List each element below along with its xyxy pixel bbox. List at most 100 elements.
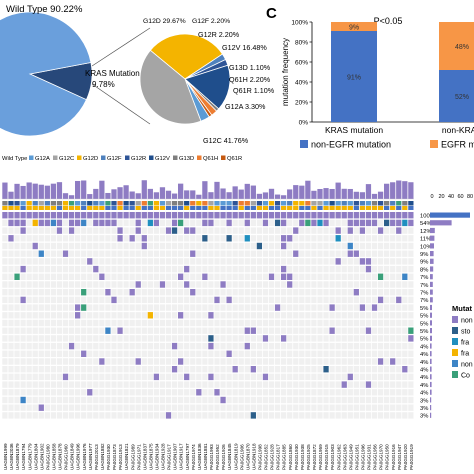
oncoprint-cell [317, 358, 323, 365]
oncoprint-sample-id: UAGBN1845 [227, 443, 232, 470]
oncoprint-cell [274, 265, 281, 273]
oncoprint-annotation-cell [232, 201, 238, 206]
oncoprint-mutation-cell [105, 327, 111, 334]
oncoprint-cell [268, 327, 275, 334]
oncoprint-annotation-cell [32, 201, 38, 206]
oncoprint-cell [26, 265, 32, 273]
oncoprint-cell [305, 389, 311, 396]
oncoprint-cell [208, 404, 214, 411]
oncoprint-cell [226, 281, 232, 288]
oncoprint-cell [202, 335, 208, 342]
oncoprint-cell [93, 281, 99, 288]
oncoprint-cell [365, 242, 372, 250]
oncoprint-cell [44, 250, 50, 257]
oncoprint-cell [371, 289, 378, 296]
oncoprint-sample-id: UAGBN1878 [58, 443, 63, 470]
oncoprint-cell [32, 335, 38, 342]
oncoprint-cell [62, 358, 69, 365]
oncoprint-cell [32, 350, 38, 357]
oncoprint-cell [365, 319, 372, 327]
oncoprint-cell [26, 219, 32, 227]
oncoprint-cell [8, 289, 14, 296]
oncoprint-cell [117, 312, 123, 319]
oncoprint-cell [214, 358, 220, 365]
oncoprint-top-bar [353, 191, 359, 199]
oncoprint-cell [184, 396, 190, 404]
oncoprint-cell [396, 342, 402, 350]
oncoprint-cell [250, 296, 256, 304]
oncoprint-cell [38, 281, 44, 288]
oncoprint-cell [38, 227, 44, 234]
oncoprint-cell [56, 327, 63, 334]
oncoprint-cell [2, 342, 8, 350]
oncoprint-cell [347, 389, 353, 396]
oncoprint-cell [14, 381, 20, 388]
oncoprint-cell [81, 273, 87, 280]
oncoprint-cell [402, 319, 408, 327]
oncoprint-annotation-cell [38, 206, 44, 210]
oncoprint-mutation-cell [20, 219, 26, 227]
oncoprint-cell [232, 381, 238, 388]
oncoprint-cell [335, 296, 341, 304]
oncoprint-cell [153, 412, 160, 419]
oncoprint-cell [408, 381, 414, 388]
oncoprint-cell [317, 404, 323, 411]
oncoprint-mutation-cell [129, 289, 135, 296]
oncoprint-cell [159, 412, 166, 419]
oncoprint-gene-percentage: 3% [420, 414, 428, 420]
oncoprint-cell [2, 281, 8, 288]
oncoprint-cell [147, 373, 153, 381]
oncoprint-cell [159, 396, 166, 404]
oncoprint-mutation-cell [402, 273, 408, 280]
oncoprint-sample-id: UAGBN1902 [39, 443, 44, 470]
oncoprint-top-bar [129, 191, 135, 199]
oncoprint-cell [220, 404, 226, 411]
oncoprint-cell [87, 335, 93, 342]
oncoprint-cell [38, 373, 44, 381]
oncoprint-cell [93, 404, 99, 411]
oncoprint-sample-id: PA0GG1916 [391, 444, 396, 470]
oncoprint-cell [268, 265, 275, 273]
oncoprint-cell [396, 273, 402, 280]
oncoprint-cell [293, 381, 299, 388]
oncoprint-mutation-cell [317, 219, 323, 227]
oncoprint-mutation-cell [347, 373, 353, 381]
oncoprint-cell [26, 312, 32, 319]
oncoprint-cell [62, 319, 69, 327]
oncoprint-cell [262, 235, 269, 242]
oncoprint-cell [178, 258, 184, 265]
oncoprint-cell [190, 273, 196, 280]
oncoprint-annotation-cell [365, 206, 372, 210]
oncoprint-mutation-cell [238, 212, 244, 219]
oncoprint-cell [129, 335, 135, 342]
oncoprint-mutation-cell [171, 212, 178, 219]
oncoprint-cell [196, 412, 202, 419]
oncoprint-side-bar [430, 227, 435, 234]
oncoprint-cell [178, 296, 184, 304]
oncoprint-cell [129, 381, 135, 388]
oncoprint-sample-id: UAGBN1918 [251, 443, 256, 470]
oncoprint-cell [99, 396, 105, 404]
oncoprint-cell [390, 289, 396, 296]
oncoprint-cell [81, 396, 87, 404]
oncoprint-cell [244, 366, 250, 373]
oncoprint-cell [159, 289, 166, 296]
oncoprint-gene-percentage: 7% [420, 283, 428, 289]
oncoprint-cell [50, 227, 57, 234]
oncoprint-cell [262, 250, 269, 257]
oncoprint-cell [44, 281, 50, 288]
oncoprint-cell [99, 250, 105, 257]
oncoprint-mutation-cell [287, 273, 293, 280]
oncoprint-cell [81, 281, 87, 288]
oncoprint-cell [335, 389, 341, 396]
oncoprint-mutation-cell [274, 219, 281, 227]
oncoprint-annotation-cell [281, 201, 287, 206]
oncoprint-mutation-cell [8, 219, 14, 227]
oncoprint-top-bar [377, 191, 384, 199]
oncoprint-cell [99, 342, 105, 350]
oncoprint-cell [38, 381, 44, 388]
oncoprint-cell [123, 335, 129, 342]
oncoprint-side-bar [430, 351, 432, 357]
oncoprint-cell [268, 258, 275, 265]
oncoprint-cell [178, 250, 184, 257]
